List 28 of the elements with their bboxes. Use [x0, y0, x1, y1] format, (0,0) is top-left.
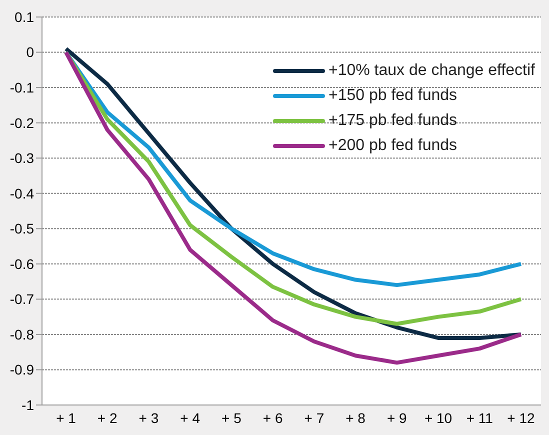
y-tick-label: -0.2	[10, 114, 34, 131]
y-tick-label: 0	[26, 44, 34, 60]
x-tick-label: + 12	[507, 410, 536, 426]
legend-label: +10% taux de change effectif	[328, 61, 535, 81]
legend-label: +175 pb fed funds	[328, 111, 458, 131]
x-tick-label: + 6	[262, 410, 283, 426]
y-tick-label: -0.7	[10, 291, 34, 308]
legend-label: +150 pb fed funds	[328, 86, 458, 106]
x-tick-label: + 9	[386, 410, 408, 426]
x-tick-label: + 7	[304, 410, 324, 426]
x-tick-label: + 5	[222, 410, 242, 426]
y-tick-label: -1	[22, 396, 34, 413]
x-tick-label: + 11	[466, 410, 494, 426]
legend-label: +200 pb fed funds	[328, 136, 458, 156]
y-tick-label: -0.9	[10, 362, 34, 378]
y-tick-label: -0.8	[10, 326, 34, 342]
x-tick-label: + 10	[424, 410, 452, 426]
x-tick-label: + 4	[180, 410, 200, 426]
x-tick-label: + 8	[346, 410, 366, 426]
y-tick-label: -0.3	[10, 150, 34, 166]
y-tick-label: 0.1	[14, 8, 34, 25]
x-tick-label: + 2	[97, 410, 118, 426]
y-tick-label: -0.4	[10, 185, 34, 202]
x-tick-label: + 3	[138, 410, 159, 426]
x-tick-label: + 1	[56, 410, 76, 426]
y-tick-label: -0.1	[10, 80, 34, 96]
y-tick-label: -0.6	[10, 256, 34, 272]
y-tick-label: -0.5	[10, 220, 34, 237]
